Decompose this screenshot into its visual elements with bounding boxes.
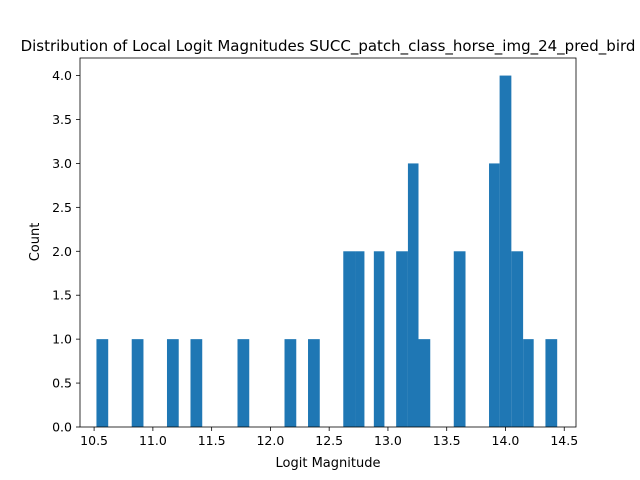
histogram-bar-4	[190, 339, 203, 427]
histogram-bar-19	[545, 339, 558, 427]
histogram-bar-5	[237, 339, 250, 427]
histogram-bar-14	[453, 251, 466, 427]
x-tick-label: 11.5	[198, 433, 226, 448]
x-tick-label: 12.0	[256, 433, 284, 448]
y-tick-label: 0.0	[52, 420, 72, 435]
x-tick-label: 14.0	[492, 433, 520, 448]
x-tick-label: 11.0	[139, 433, 167, 448]
histogram-bar-11	[396, 251, 408, 427]
y-axis-label: Count	[28, 223, 43, 262]
y-tick-label: 3.5	[52, 112, 72, 127]
y-tick-label: 4.0	[52, 68, 72, 83]
y-tick-label: 1.0	[52, 332, 72, 347]
x-tick-label: 14.5	[550, 433, 578, 448]
x-axis-ticks: 10.5 11.0 11.5 12.0 12.5 13.0 13.5 14.0 14.5	[80, 427, 578, 448]
y-tick-label: 0.5	[52, 376, 72, 391]
y-tick-label: 2.0	[52, 244, 72, 259]
y-tick-label: 2.5	[52, 200, 72, 215]
x-axis-label: Logit Magnitude	[276, 456, 381, 471]
y-tick-label: 3.0	[52, 156, 72, 171]
histogram-bar-15	[489, 163, 500, 427]
histogram-bar-7	[308, 339, 320, 427]
x-tick-label: 13.0	[374, 433, 402, 448]
x-tick-label: 13.5	[433, 433, 461, 448]
chart-title: Distribution of Local Logit Magnitudes S…	[21, 37, 636, 56]
histogram-bar-18	[523, 339, 534, 427]
histogram-bar-16	[499, 75, 512, 428]
histogram-bar-12	[407, 163, 419, 427]
histogram-bar-8	[343, 251, 356, 427]
histogram-bar-6	[284, 339, 297, 427]
histogram-bar-13	[418, 339, 431, 427]
histogram-bar-1	[96, 339, 109, 427]
histogram-bars	[96, 75, 558, 428]
x-tick-label: 12.5	[315, 433, 343, 448]
y-axis-ticks: 0.0 0.5 1.0 1.5 2.0 2.5 3.0 3.5 4.0	[52, 68, 80, 435]
histogram-bar-3	[166, 339, 179, 427]
histogram-bar-10	[373, 251, 385, 427]
histogram-bar-2	[131, 339, 144, 427]
axes-frame	[79, 57, 577, 428]
histogram-bar-9	[355, 251, 365, 427]
histogram-bar-17	[511, 251, 524, 427]
x-tick-label: 10.5	[80, 433, 108, 448]
y-tick-label: 1.5	[52, 288, 72, 303]
